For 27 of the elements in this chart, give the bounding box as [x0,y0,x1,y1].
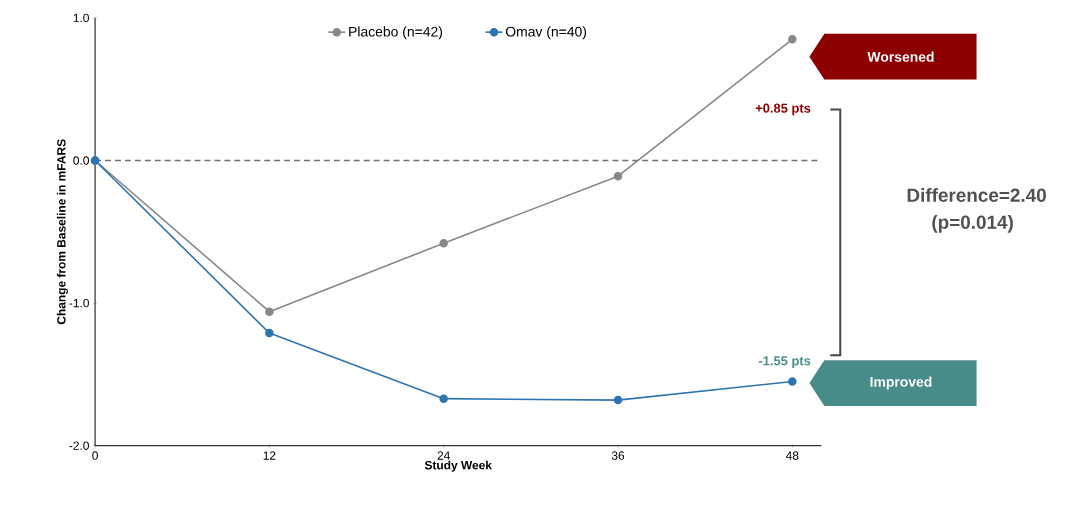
x-tick-label: 0 [92,451,98,460]
point [265,328,274,338]
x-axis-title: Study Week [424,460,492,472]
legend-label: Placebo (n=42) [349,26,443,40]
point [613,171,623,181]
point [265,307,274,316]
text: (p=0.014) [932,214,1013,233]
text: Worsened [867,51,934,62]
x-tick-label: 48 [785,451,799,460]
x-tick-label: 12 [263,451,276,460]
point [788,34,797,44]
annotation: +0.85 pts [755,103,811,116]
y-tick-label: -2.0 [69,441,89,450]
y-tick-label: 1.0 [73,13,89,22]
x-tick-label: 24 [437,451,450,460]
y-tick-label: 0.0 [73,156,89,165]
y-tick-label: -1.0 [69,298,89,308]
point [788,377,797,386]
y-axis-title: Change from Baseline in mFARS [56,139,68,325]
legend-label: Omav (n=40) [505,26,587,40]
text: Difference=2.40 [907,187,1046,202]
point [439,238,448,248]
annotation: -1.55 pts [758,356,811,368]
point [439,394,448,403]
x-tick-label: 36 [611,451,625,460]
point [613,395,623,405]
text: Improved [870,376,932,390]
